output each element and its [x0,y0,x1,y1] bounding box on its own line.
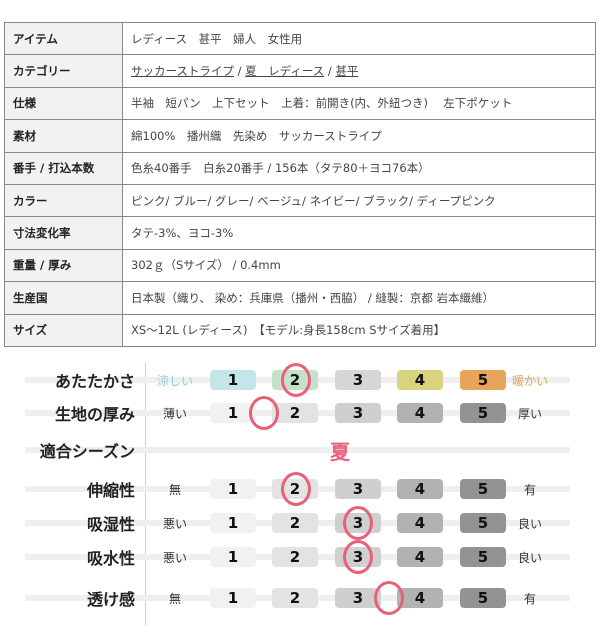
rating-row: 吸水性 悪い 良い 1 2 3 4 5 [25,540,570,574]
scale-box: 3 [335,479,381,499]
rating-label: 透け感 [86,590,135,609]
scale-box: 5 [460,588,506,608]
spec-row: 素材 綿100% 播州織 先染め サッカーストライプ [4,119,596,153]
high-label: 良い [517,551,542,565]
spec-value: サッカーストライプ / 夏 レディース / 甚平 [122,54,596,88]
spec-value: 綿100% 播州織 先染め サッカーストライプ [122,119,596,153]
scale-box: 2 [272,403,318,423]
rating-row: 生地の厚み 薄い 厚い 1 2 3 4 5 [25,396,570,430]
scale-box: 5 [460,547,506,567]
scale-box: 1 [210,479,256,499]
scale-box: 5 [460,403,506,423]
spec-row: 寸法変化率 タテ-3%、ヨコ-3% [4,216,596,250]
season-value: 夏 [330,440,350,464]
spec-row: 番手 / 打込本数 色糸40番手 白糸20番手 / 156本（タテ80＋ヨコ76本… [4,151,596,185]
scale-box: 4 [397,370,443,390]
selected-circle [280,472,311,506]
category-link[interactable]: サッカーストライプ [131,64,234,79]
spec-value: タテ-3%、ヨコ-3% [122,216,596,250]
spec-key: 寸法変化率 [4,216,123,250]
low-label: 悪い [162,551,187,565]
rating-row: 透け感 無 有 1 2 3 4 5 [25,581,570,615]
selected-circle [343,506,373,540]
spec-row: カラー ピンク/ ブルー/ グレー/ ベージュ/ ネイビー/ ブラック/ ディープ… [4,183,596,218]
selected-circle [280,363,311,397]
spec-row: 仕様 半袖 短パン 上下セット 上着：前開き(内、外紐つき) 左下ポケット [4,86,596,121]
spec-value: 302ｇ（Sサイズ） / 0.4mm [122,248,596,283]
scale-box: 1 [210,403,256,423]
scale-box: 4 [397,513,443,533]
scale-box: 2 [272,547,318,567]
spec-key: 生産国 [4,281,123,315]
rating-label: 伸縮性 [86,481,135,500]
selected-circle [374,581,405,615]
separator: / [233,64,246,79]
spec-key: 重量 / 厚み [4,248,123,283]
spec-value: 日本製（織り、 染め：兵庫県（播州・西脇） / 縫製：京都 岩本織維） [122,281,596,315]
scale-box: 3 [335,403,381,423]
scale-box: 4 [397,547,443,567]
spec-key: アイテム [4,21,123,56]
scale-box: 3 [335,370,381,390]
scale-box: 1 [210,547,256,567]
spec-key: 素材 [4,119,123,153]
scale-box: 4 [397,403,443,423]
low-label: 薄い [162,407,187,421]
spec-value: XS～12L (レディース) 【モデル:身長158cm Sサイズ着用】 [122,313,596,347]
spec-value: 半袖 短パン 上下セット 上着：前開き(内、外紐つき) 左下ポケット [122,86,596,121]
category-link[interactable]: 甚平 [335,64,359,79]
row-band [25,447,570,453]
scale-box: 1 [210,588,256,608]
low-label: 無 [168,483,181,497]
scale-box: 1 [210,370,256,390]
scale-box: 3 [335,588,381,608]
high-label: 有 [523,483,536,497]
scale-box: 2 [272,588,318,608]
spec-row: 生産国 日本製（織り、 染め：兵庫県（播州・西脇） / 縫製：京都 岩本織維） [4,281,596,315]
spec-row: サイズ XS～12L (レディース) 【モデル:身長158cm Sサイズ着用】 [4,313,596,347]
scale-box: 4 [397,588,443,608]
rating-row: あたたかさ 涼しい 暖かい 1 2 3 4 5 [25,363,570,397]
selected-circle [249,396,280,430]
rating-label: 吸水性 [86,549,135,568]
spec-key: カラー [4,183,123,218]
selected-circle [343,540,373,574]
rating-label: あたたかさ [54,372,135,391]
spec-row: 重量 / 厚み 302ｇ（Sサイズ） / 0.4mm [4,248,596,283]
scale-box: 2 [272,513,318,533]
spec-key: 番手 / 打込本数 [4,151,123,185]
rating-label: 適合シーズン [39,442,135,461]
spec-key: サイズ [4,313,123,347]
high-label: 有 [523,592,536,606]
scale-box: 5 [460,513,506,533]
low-label: 涼しい [156,374,193,388]
spec-table: アイテム レディース 甚平 婦人 女性用 カテゴリー サッカーストライプ / 夏 レデ… [4,21,596,347]
separator: / [324,64,336,79]
spec-row: カテゴリー サッカーストライプ / 夏 レディース / 甚平 [4,54,596,88]
high-label: 厚い [517,407,542,421]
scale-box: 1 [210,513,256,533]
rating-row: 適合シーズン 夏 [25,435,570,465]
low-label: 無 [168,592,181,606]
scale-box: 4 [397,479,443,499]
high-label: 良い [517,517,542,531]
scale-box: 5 [460,370,506,390]
spec-value: 色糸40番手 白糸20番手 / 156本（タテ80＋ヨコ76本） [122,151,596,185]
scale-box: 5 [460,479,506,499]
spec-value: ピンク/ ブルー/ グレー/ ベージュ/ ネイビー/ ブラック/ ディープピンク [122,183,596,218]
rating-label: 吸湿性 [86,515,135,534]
low-label: 悪い [162,517,187,531]
spec-value: レディース 甚平 婦人 女性用 [122,21,596,56]
high-label: 暖かい [511,374,548,388]
rating-row: 吸湿性 悪い 良い 1 2 3 4 5 [25,506,570,540]
rating-row: 伸縮性無有 1 2 3 4 5 [25,472,570,506]
divider [145,363,146,625]
category-link[interactable]: 夏 レディース [245,64,325,79]
spec-row: アイテム レディース 甚平 婦人 女性用 [4,21,596,56]
spec-key: 仕様 [4,86,123,121]
rating-chart: あたたかさ 涼しい 暖かい 1 2 3 4 5 生地の厚み 薄い 厚い 1 2 3 4 5 適合シーズン夏伸縮性… [0,355,600,625]
rating-label: 生地の厚み [54,405,135,424]
spec-key: カテゴリー [4,54,123,88]
